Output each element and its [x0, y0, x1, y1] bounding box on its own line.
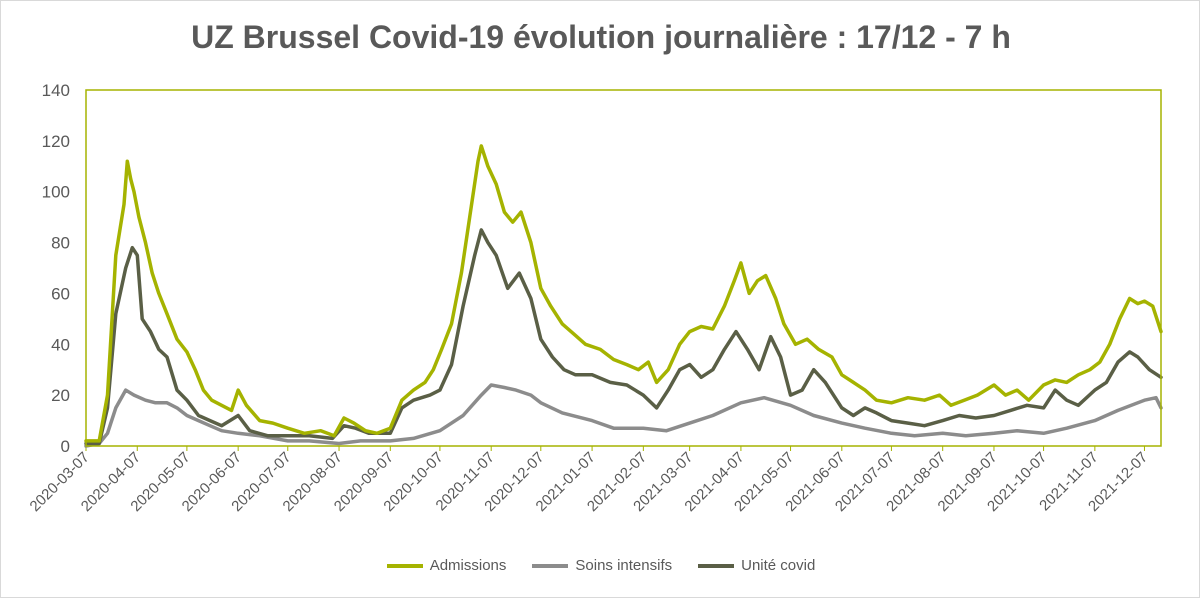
legend: Admissions Soins intensifs Unité covid [1, 557, 1200, 574]
legend-label: Admissions [429, 557, 507, 574]
legend-label: Soins intensifs [575, 557, 673, 574]
legend-swatch [698, 563, 735, 568]
legend-item: Unité covid [698, 557, 815, 574]
y-tick-label: 100 [42, 183, 70, 202]
series-line-admissions [84, 144, 1163, 443]
y-tick-label: 120 [42, 132, 70, 151]
y-tick-label: 80 [51, 234, 70, 253]
axis-ticks [85, 446, 1145, 451]
y-tick-label: 0 [61, 437, 70, 456]
y-tick-label: 140 [42, 81, 70, 100]
series-lines [84, 144, 1163, 448]
legend-label: Unité covid [741, 557, 816, 574]
y-tick-label: 60 [51, 284, 70, 303]
legend-swatch [532, 563, 569, 568]
series-line-soins-intensifs [84, 383, 1163, 448]
series-line-unite-covid [84, 228, 1163, 446]
y-tick-label: 40 [51, 335, 70, 354]
y-axis-labels: 0 20 40 60 80 100 120 140 [42, 81, 70, 456]
y-tick-label: 20 [51, 386, 70, 405]
plot-area-border [85, 89, 1162, 447]
legend-item: Soins intensifs [532, 557, 672, 574]
legend-item: Admissions [386, 557, 507, 574]
chart-title: UZ Brussel Covid-19 évolution journalièr… [191, 19, 1011, 55]
x-axis-labels: 2020-03-072020-04-072020-05-072020-06-07… [27, 449, 1152, 515]
legend-swatch [386, 563, 423, 568]
